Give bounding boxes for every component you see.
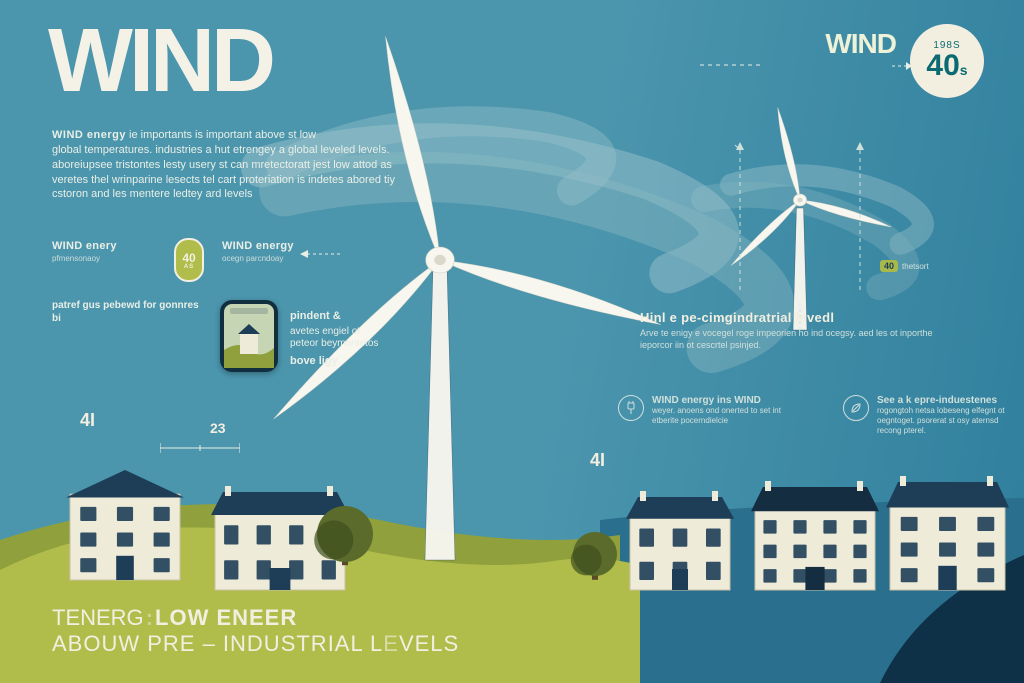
pill-40-icon: 40 AS xyxy=(174,238,204,282)
title-arrow-icon xyxy=(892,60,912,72)
stat-badge-40: 198S 40s xyxy=(910,24,984,98)
right-heading: Hinl e pe-cimgindratrial levedl xyxy=(640,310,834,325)
footer-headline: TENERG:LOW ENEERABOUW PRE – INDUSTRIAL L… xyxy=(52,605,459,657)
legend-col-1: WIND enery pfmensonaoy xyxy=(52,240,162,263)
right-body-text: Arve te enigy e vocegel roge impeorien h… xyxy=(640,328,960,351)
main-title: WIND xyxy=(48,28,272,96)
badge-number: 40s xyxy=(926,51,967,81)
intro-paragraph: WIND energy ie importants is important a… xyxy=(52,128,422,202)
small-title: WIND xyxy=(825,28,896,60)
ruler-icon xyxy=(160,440,240,450)
infographic-canvas: WIND WIND 198S 40s WIND energy ie import… xyxy=(0,0,1024,683)
icon-item-1: WIND energy ins WIND weyer. anoens ond o… xyxy=(618,395,783,436)
marker-23: 23 xyxy=(210,420,226,436)
plug-icon xyxy=(618,395,644,421)
marker-41-mid: 4I xyxy=(590,450,605,471)
legend-note-2: patref gus pebewd for gonnres bi xyxy=(52,300,202,327)
legend-note-3: pindent & avetes engiel ot peteor beymen… xyxy=(290,310,390,351)
icon-item-2: See a k epre-induestenes rogongtoh netsa… xyxy=(843,395,1008,436)
leaf-icon xyxy=(843,395,869,421)
legend-note-4: bove ligy xyxy=(290,355,390,371)
tiny-stat-badge: 40 thetsort xyxy=(880,260,929,272)
icon-item-row: WIND energy ins WIND weyer. anoens ond o… xyxy=(618,395,1008,436)
mini-illustration-card xyxy=(220,300,278,372)
marker-41-left: 4I xyxy=(80,410,95,431)
legend-arrow-icon xyxy=(300,248,340,260)
